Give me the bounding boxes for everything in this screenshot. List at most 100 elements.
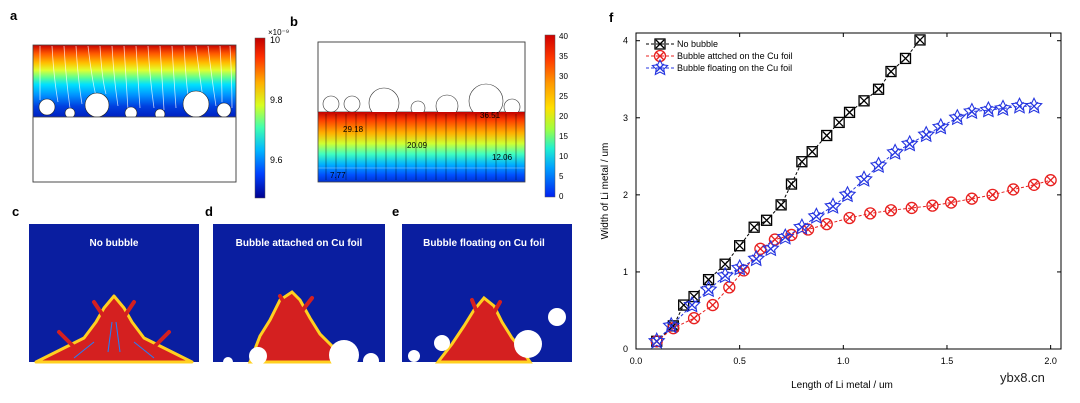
chart-point [858, 95, 870, 107]
chart-point [662, 316, 681, 334]
chart-point [872, 83, 885, 95]
chart-point [926, 199, 939, 212]
chart-point [931, 117, 950, 135]
chart-point [864, 207, 877, 220]
panel-b-figure: 29.18 36.51 20.09 12.06 7.77 40 35 30 25… [317, 32, 568, 201]
chart-point [719, 258, 731, 270]
panel-f-letter: f [609, 10, 614, 25]
chart-point [944, 196, 958, 209]
panel-e-bubbles [408, 308, 566, 362]
legend-label: Bubble floating on the Cu foil [677, 63, 792, 73]
chart-point [796, 156, 808, 168]
chart-point [833, 116, 845, 129]
panel-d-bubbles [223, 340, 379, 370]
chart-x-tick-label: 2.0 [1044, 356, 1057, 366]
chart-point [806, 146, 818, 158]
panel-b-tick: 15 [559, 132, 568, 141]
panel-c-letter: c [12, 204, 20, 219]
chart-point [979, 100, 998, 118]
chart-point [948, 108, 967, 126]
chart-point [747, 249, 766, 267]
chart-point [917, 125, 936, 143]
legend-label: No bubble [677, 39, 718, 49]
chart-point [785, 178, 798, 190]
chart-series-0 [651, 34, 926, 347]
chart-series-2 [647, 96, 1043, 349]
chart-point [1027, 178, 1041, 191]
panel-a-tick: 10 [270, 35, 280, 45]
chart-point [821, 129, 833, 142]
chart-y-axis-label: Width of Li metal / um [600, 143, 611, 240]
chart-point [820, 217, 833, 231]
chart-point [914, 34, 926, 46]
panels-cde-figure: No bubble Bubble attached on Cu foil Bub… [29, 224, 572, 370]
chart-point [730, 258, 749, 276]
chart-point [838, 185, 857, 203]
chart-y-tick-label: 3 [623, 113, 628, 123]
chart-point [843, 106, 856, 119]
legend-marker [654, 38, 666, 50]
chart-y-tick-label: 1 [623, 267, 628, 277]
chart-legend: No bubble Bubble attched on the Cu foil Bu… [646, 38, 793, 76]
chart-point [884, 204, 898, 217]
panel-b-tick: 25 [559, 92, 568, 101]
panel-d-letter: d [205, 204, 213, 219]
chart-point [776, 227, 795, 245]
panel-b-tick: 10 [559, 152, 568, 161]
chart-point [886, 143, 904, 160]
panel-a-colorbar-exponent: ×10⁻⁹ [268, 28, 289, 37]
panel-b-tick: 20 [559, 112, 568, 121]
chart-point [885, 65, 897, 78]
panel-b-bubbles [322, 83, 521, 119]
chart-point [900, 134, 919, 152]
chart-point [760, 214, 773, 226]
chart-point [1044, 174, 1057, 187]
panel-b-annotation: 20.09 [407, 141, 428, 150]
panel-b-annotation: 29.18 [343, 125, 364, 134]
chart-point [706, 298, 719, 312]
panel-b-tick: 0 [559, 192, 564, 201]
panel-b-annotation: 7.77 [330, 171, 346, 180]
legend-label: Bubble attched on the Cu foil [677, 51, 793, 61]
chart-y-tick-label: 0 [623, 344, 628, 354]
chart-point [807, 207, 826, 224]
chart-point [1010, 96, 1029, 114]
chart-point [869, 156, 888, 173]
chart-point [843, 211, 856, 225]
chart-point [723, 281, 736, 294]
watermark: ybx8.cn [1000, 370, 1045, 385]
panel-e-letter: e [392, 204, 400, 219]
chart-y-tick-label: 4 [623, 36, 628, 46]
chart-series-1 [650, 174, 1057, 348]
chart-point [994, 99, 1012, 117]
panel-e-title: Bubble floating on Cu foil [423, 238, 545, 249]
chart-point [748, 221, 760, 233]
chart-point [899, 52, 912, 65]
legend-marker [651, 58, 669, 76]
panel-b-annotation: 36.51 [480, 111, 501, 120]
chart-point [699, 280, 718, 298]
chart-point [678, 299, 690, 311]
chart-point [683, 295, 701, 313]
panel-b-tick: 35 [559, 52, 568, 61]
chart-point [965, 192, 979, 205]
panel-a-letter: a [10, 8, 18, 23]
chart-y-tick-label: 2 [623, 190, 628, 200]
chart-series-line [656, 179, 1051, 342]
panel-b-letter: b [290, 14, 298, 29]
chart-point [734, 240, 746, 252]
panel-a-tick: 9.6 [270, 155, 283, 165]
chart-point [824, 197, 842, 214]
panel-a-bubbles [38, 90, 232, 120]
chart-point [687, 312, 701, 325]
panel-a-figure: ×10⁻⁹ 10 9.8 9.6 [32, 28, 289, 199]
panel-b-colorbar [544, 34, 556, 198]
chart-point [761, 239, 780, 257]
panel-b-tick: 40 [559, 32, 568, 41]
chart-point [963, 102, 981, 120]
chart-point [905, 201, 918, 215]
panel-b-tick: 30 [559, 72, 568, 81]
chart-point [1007, 183, 1020, 196]
chart-point [855, 170, 873, 187]
chart-point [793, 217, 811, 235]
